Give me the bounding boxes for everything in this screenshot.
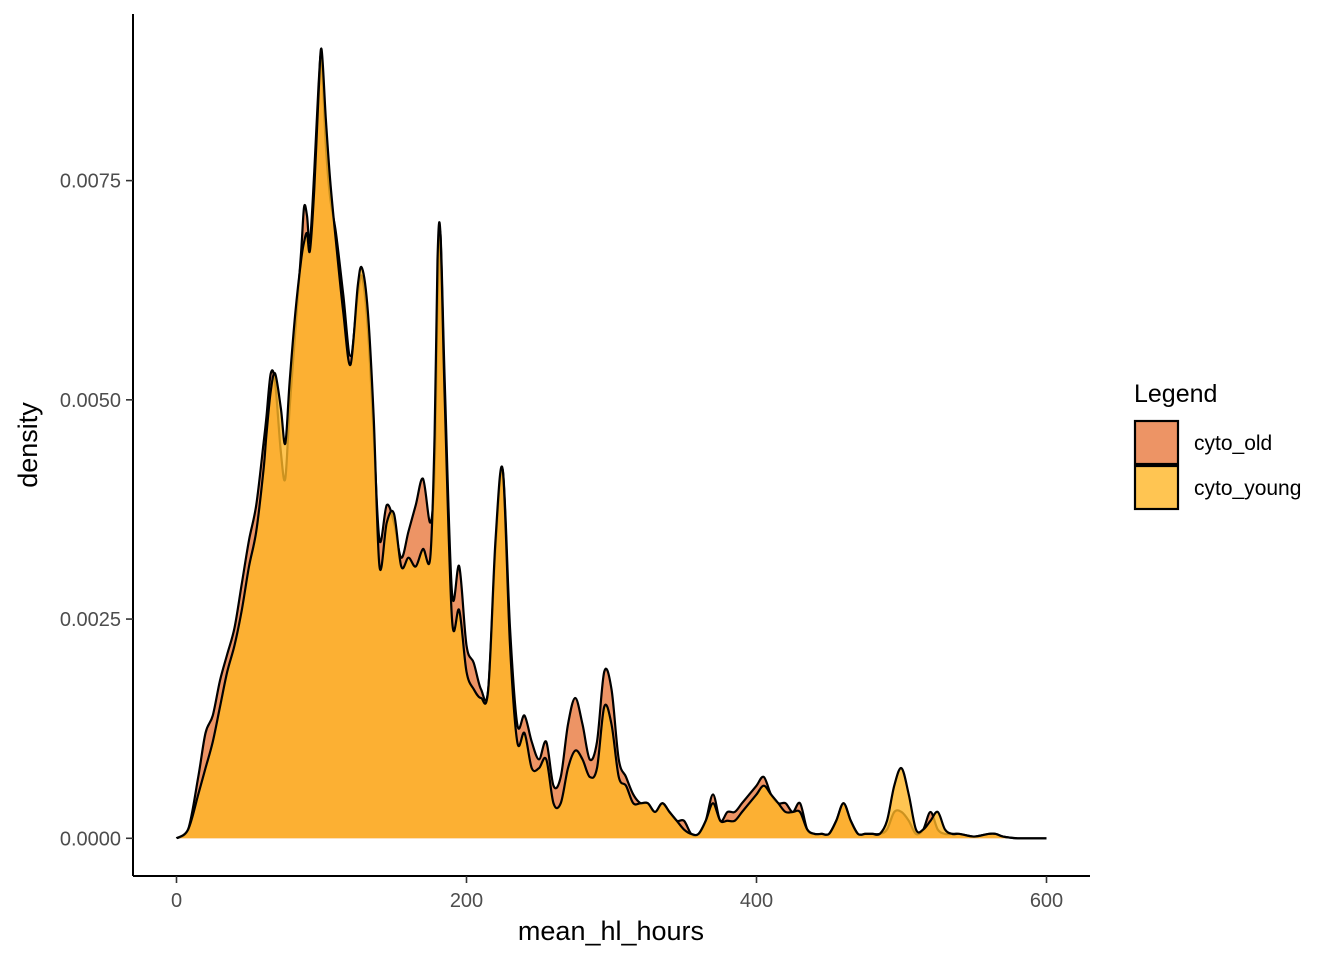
x-tick-label: 400 <box>740 890 773 912</box>
density-area-cyto_young <box>176 48 1047 839</box>
legend-title: Legend <box>1134 380 1217 408</box>
x-tick-label: 600 <box>1030 890 1063 912</box>
x-axis-title: mean_hl_hours <box>518 916 704 946</box>
x-tick-label: 0 <box>171 890 182 912</box>
y-tick-label: 0.0000 <box>60 828 121 850</box>
legend: Legend cyto_old cyto_young <box>1133 380 1301 511</box>
legend-swatch <box>1133 419 1180 466</box>
y-axis-title: density <box>13 402 43 488</box>
density-line-cyto_young <box>175 47 1047 840</box>
legend-swatch <box>1133 464 1180 511</box>
legend-item-cyto_old: cyto_old <box>1133 419 1272 466</box>
y-tick-label: 0.0075 <box>60 171 121 193</box>
series-layer <box>175 47 1047 840</box>
y-ticks: 0.0000 0.0025 0.0050 0.0075 <box>60 171 133 850</box>
legend-items: cyto_old cyto_young <box>1133 419 1301 511</box>
legend-item-cyto_young: cyto_young <box>1133 464 1301 511</box>
legend-label: cyto_old <box>1194 432 1272 455</box>
axes-layer: 0 200 400 600 0.0000 0.0025 0.0050 0.0075 <box>60 14 1090 912</box>
x-tick-label: 200 <box>450 890 483 912</box>
legend-label: cyto_young <box>1194 477 1301 500</box>
y-tick-label: 0.0025 <box>60 609 121 631</box>
y-tick-label: 0.0050 <box>60 390 121 412</box>
x-ticks: 0 200 400 600 <box>171 876 1063 912</box>
